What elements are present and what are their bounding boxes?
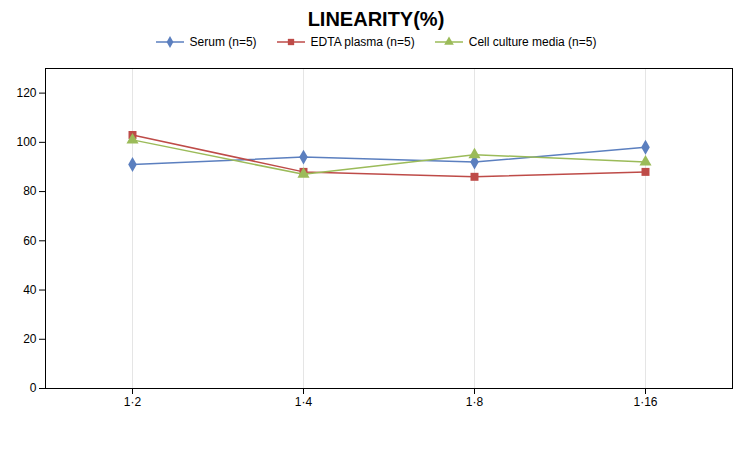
svg-text:1·16: 1·16 [633,395,657,409]
svg-text:20: 20 [23,332,37,346]
svg-text:1·2: 1·2 [124,395,142,409]
svg-text:0: 0 [30,381,37,395]
svg-text:80: 80 [23,184,37,198]
html-text:Serum (n=5): Serum (n=5) [189,35,257,49]
svg-text:1·4: 1·4 [295,395,313,409]
svg-text:120: 120 [16,86,36,100]
svg-text:1·8: 1·8 [466,395,484,409]
svg-text:60: 60 [23,234,37,248]
html-text:LINEARITY(%): LINEARITY(%) [307,8,445,30]
svg-text:100: 100 [16,135,36,149]
svg-text:40: 40 [23,283,37,297]
html-text:EDTA plasma (n=5): EDTA plasma (n=5) [310,35,415,49]
html-text:Cell culture media (n=5): Cell culture media (n=5) [468,35,597,49]
